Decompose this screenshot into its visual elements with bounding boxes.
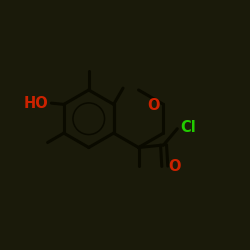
Text: Cl: Cl [180,120,196,135]
Text: O: O [168,159,180,174]
Text: HO: HO [24,96,49,110]
Text: O: O [147,98,160,113]
